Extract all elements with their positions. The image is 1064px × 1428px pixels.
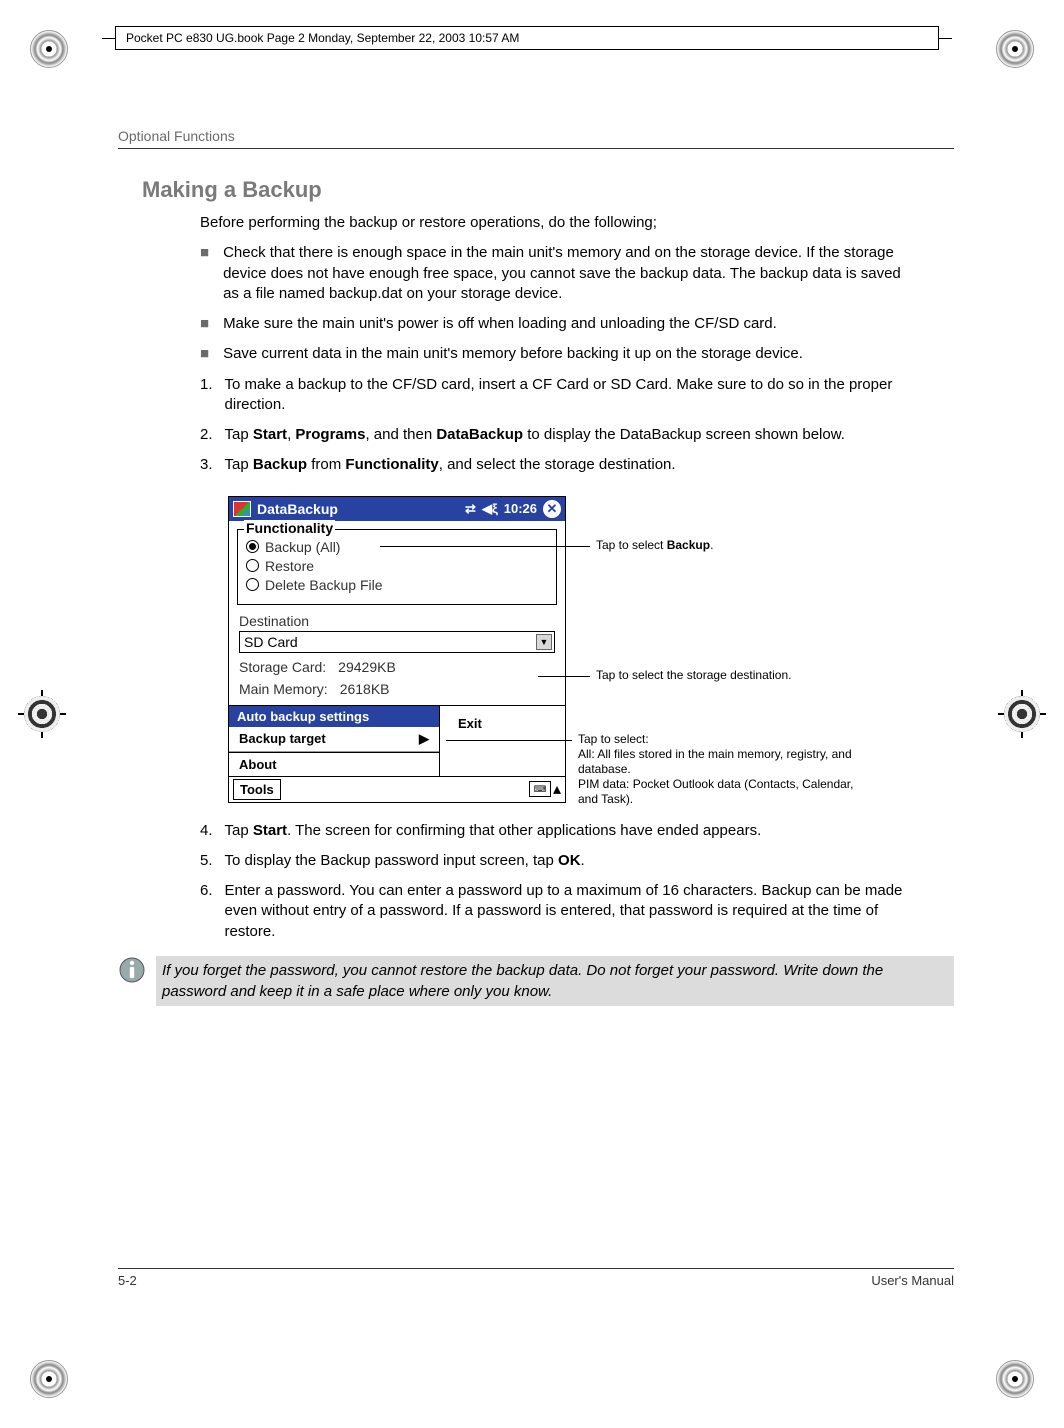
menu-backup-target: Backup target▶ [229,727,439,752]
registration-target [18,690,66,738]
print-frame-header: Pocket PC e830 UG.book Page 2 Monday, Se… [115,26,939,50]
radio-backup-all: Backup (All) [246,539,548,555]
start-flag-icon [233,501,251,517]
bullet-item: ■Check that there is enough space in the… [200,243,920,304]
step-text: Tap Start. The screen for confirming tha… [225,821,762,841]
step-number: 3. [200,455,213,475]
radio-delete: Delete Backup File [246,577,548,593]
pda-title-text: DataBackup [257,501,338,517]
menu-about: About [229,753,439,776]
print-frame-text: Pocket PC e830 UG.book Page 2 Monday, Se… [126,31,519,45]
menu-exit: Exit [440,706,500,741]
pda-clock: 10:26 [504,501,537,516]
fieldset-legend: Functionality [244,520,335,536]
step-item: 3. Tap Backup from Functionality, and se… [200,455,920,475]
keyboard-icon: ⌨ [529,781,551,797]
menu-auto-backup: Auto backup settings [229,706,439,727]
crop-mark [30,1360,68,1398]
step-number: 4. [200,821,213,841]
step-item: 1. To make a backup to the CF/SD card, in… [200,375,920,416]
step-item: 6.Enter a password. You can enter a pass… [200,881,920,942]
radio-restore: Restore [246,558,548,574]
callout-text: Tap to select Backup. [596,538,713,553]
storage-card-row: Storage Card:29429KB [239,659,555,675]
dropdown-arrow-icon: ▼ [536,634,552,650]
callout-column: Tap to select Backup. Tap to select the … [566,496,920,803]
step-text: Tap Start, Programs, and then DataBackup… [225,425,845,445]
step-number: 6. [200,881,213,942]
tools-button: Tools [233,779,281,800]
step-text: Tap Backup from Functionality, and selec… [225,455,676,475]
functionality-fieldset: Functionality Backup (All) Restore Delet… [237,529,557,605]
step-number: 1. [200,375,213,416]
bullet-square-icon: ■ [200,314,209,334]
step-item: 5. To display the Backup password input … [200,851,920,871]
page-content: Optional Functions Making a Backup Befor… [118,128,954,1288]
submenu-arrow-icon: ▶ [419,731,429,747]
radio-icon [246,559,259,572]
bullet-square-icon: ■ [200,243,209,304]
note-text: If you forget the password, you cannot r… [156,956,954,1006]
bullet-text: Save current data in the main unit's mem… [223,344,803,364]
bullet-item: ■ Make sure the main unit's power is off … [200,314,920,334]
callout-text: Tap to select: All: All files stored in … [578,732,858,807]
step-text: Enter a password. You can enter a passwo… [225,881,920,942]
page-number: 5-2 [118,1273,137,1288]
destination-dropdown: SD Card ▼ [239,631,555,653]
crop-mark [30,30,68,68]
manual-title: User's Manual [871,1273,954,1288]
bullet-item: ■ Save current data in the main unit's me… [200,344,920,364]
radio-selected-icon [246,540,259,553]
screenshot-row: DataBackup ⇄ ◀ξ 10:26 ✕ Functionality Ba… [200,496,920,803]
step-text: To display the Backup password input scr… [225,851,585,871]
crop-mark [996,30,1034,68]
sip-area: ⌨ ▴ [529,779,561,799]
note-row: If you forget the password, you cannot r… [118,956,954,1006]
pda-titlebar: DataBackup ⇄ ◀ξ 10:26 ✕ [229,497,565,521]
info-icon [118,956,146,1006]
section-heading: Making a Backup [142,177,954,203]
pda-bottom-bar: Tools ⌨ ▴ [229,776,565,802]
dropdown-value: SD Card [244,634,298,650]
bullet-square-icon: ■ [200,344,209,364]
destination-label: Destination [239,613,555,629]
speaker-icon: ◀ξ [482,501,498,517]
page-footer: 5-2 User's Manual [118,1268,954,1288]
registration-target [998,690,1046,738]
close-icon: ✕ [543,500,561,518]
step-number: 2. [200,425,213,445]
crop-mark [996,1360,1034,1398]
bullet-text: Check that there is enough space in the … [223,243,920,304]
pda-screenshot: DataBackup ⇄ ◀ξ 10:26 ✕ Functionality Ba… [228,496,566,803]
bullet-text: Make sure the main unit's power is off w… [223,314,777,334]
radio-icon [246,578,259,591]
intro-text: Before performing the backup or restore … [200,213,920,233]
step-number: 5. [200,851,213,871]
step-item: 2. Tap Start, Programs, and then DataBac… [200,425,920,445]
step-text: To make a backup to the CF/SD card, inse… [225,375,920,416]
up-arrow-icon: ▴ [553,779,561,799]
callout-text: Tap to select the storage destination. [596,668,791,683]
header-rule [118,148,954,149]
main-memory-row: Main Memory:2618KB [239,681,555,697]
connectivity-icon: ⇄ [465,501,476,517]
running-header: Optional Functions [118,128,954,144]
step-item: 4. Tap Start. The screen for confirming … [200,821,920,841]
